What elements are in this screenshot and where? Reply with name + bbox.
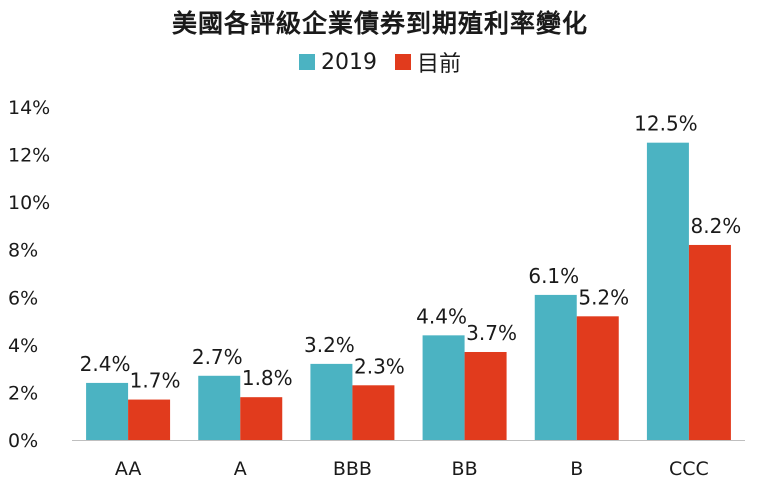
legend-item-2019: 2019 [298, 49, 377, 75]
data-label-current-ccc: 8.2% [691, 214, 742, 238]
bar-2019-b [534, 294, 577, 440]
bar-current-bbb [352, 385, 395, 440]
data-label-2019-aa: 2.4% [80, 352, 131, 376]
data-label-2019-b: 6.1% [528, 264, 579, 288]
legend-label-2019: 2019 [320, 49, 377, 75]
bar-2019-ccc [646, 142, 689, 440]
data-label-2019-bbb: 3.2% [304, 333, 355, 357]
bar-current-ccc [688, 244, 731, 440]
data-label-current-bbb: 2.3% [354, 354, 405, 378]
x-tick-label-bbb: BBB [333, 458, 372, 480]
bar-2019-bbb [310, 363, 353, 440]
x-tick-label-ccc: CCC [669, 458, 709, 480]
data-label-current-a: 1.8% [242, 366, 293, 390]
legend: 2019 目前 [0, 46, 760, 78]
legend-label-current: 目前 [416, 52, 461, 77]
y-tick-label: 4% [8, 335, 38, 357]
y-tick-label: 10% [8, 192, 50, 214]
x-tick-label-b: B [570, 458, 583, 480]
bar-2019-a [198, 375, 241, 440]
legend-swatch-2019 [298, 54, 315, 70]
bar-2019-bb [422, 335, 465, 440]
data-label-2019-a: 2.7% [192, 345, 243, 369]
y-tick-label: 0% [8, 430, 38, 452]
chart-title: 美國各評級企業債券到期殖利率變化 [171, 9, 588, 38]
data-label-2019-ccc: 12.5% [634, 112, 698, 136]
bar-current-bb [464, 351, 507, 440]
legend-item-current: 目前 [394, 46, 461, 78]
x-tick-label-a: A [234, 458, 247, 480]
bar-current-a [240, 397, 283, 440]
x-tick-label-aa: AA [115, 458, 142, 480]
y-tick-label: 12% [8, 145, 50, 167]
x-tick-label-bb: BB [452, 458, 478, 480]
y-tick-label: 2% [8, 382, 38, 404]
bar-current-aa [128, 399, 171, 440]
y-tick-label: 8% [8, 240, 38, 262]
data-label-current-b: 5.2% [578, 285, 629, 309]
data-label-2019-bb: 4.4% [416, 304, 467, 328]
y-tick-label: 6% [8, 287, 38, 309]
bar-current-b [576, 316, 619, 440]
data-label-current-bb: 3.7% [466, 321, 517, 345]
y-tick-label: 14% [8, 97, 50, 119]
bar-2019-aa [86, 382, 129, 440]
data-label-current-aa: 1.7% [130, 369, 181, 393]
legend-swatch-current [394, 54, 411, 70]
